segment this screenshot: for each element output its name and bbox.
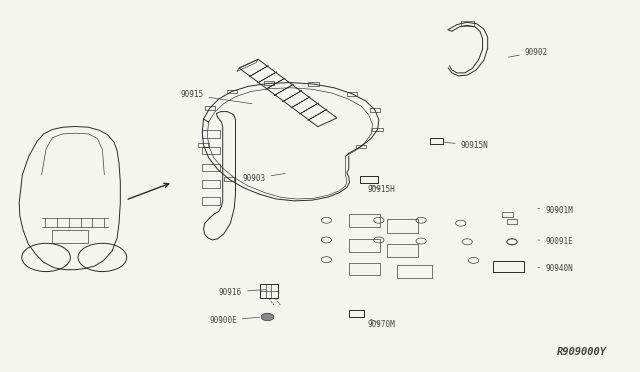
Bar: [387, 244, 418, 257]
Bar: [202, 130, 220, 138]
Bar: [260, 284, 278, 298]
Text: 90916: 90916: [219, 288, 266, 296]
Bar: [349, 214, 380, 227]
Text: 90970M: 90970M: [368, 319, 396, 329]
Bar: [202, 164, 220, 171]
Text: 90940N: 90940N: [538, 264, 573, 273]
Bar: [52, 230, 88, 243]
Bar: [264, 81, 274, 85]
Bar: [349, 310, 364, 317]
Bar: [198, 143, 209, 147]
Bar: [202, 147, 220, 154]
Text: 90915: 90915: [180, 90, 252, 104]
Bar: [202, 180, 220, 188]
Text: 90901M: 90901M: [538, 206, 573, 215]
Bar: [224, 177, 234, 181]
Bar: [493, 261, 524, 272]
Text: R909000Y: R909000Y: [557, 347, 607, 356]
Bar: [205, 106, 215, 110]
Text: 90902: 90902: [508, 48, 548, 57]
Text: 90915H: 90915H: [368, 185, 396, 194]
Bar: [461, 21, 474, 26]
Bar: [430, 138, 443, 144]
Circle shape: [261, 313, 274, 321]
Bar: [349, 263, 380, 275]
Text: 90091E: 90091E: [538, 237, 573, 246]
Bar: [202, 197, 220, 205]
Bar: [360, 176, 378, 183]
Text: 90903: 90903: [243, 173, 285, 183]
Text: 90900E: 90900E: [209, 316, 260, 325]
Bar: [507, 219, 517, 224]
Bar: [227, 90, 237, 93]
Bar: [372, 128, 383, 131]
Bar: [356, 145, 366, 148]
Bar: [370, 108, 380, 112]
Bar: [502, 212, 513, 217]
Bar: [308, 82, 319, 86]
Bar: [397, 265, 432, 278]
Bar: [387, 219, 418, 232]
Bar: [349, 239, 380, 252]
Bar: [347, 92, 357, 96]
Text: 90915N: 90915N: [444, 141, 488, 150]
